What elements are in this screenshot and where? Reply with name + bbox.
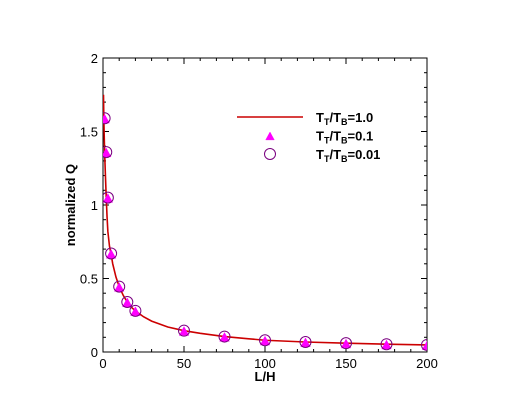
legend-triangle-symbol bbox=[265, 131, 275, 141]
series-layer bbox=[103, 94, 427, 351]
data-point-circle bbox=[299, 336, 312, 349]
axes-layer: 0 50 100 150 200 0 0.5 1 1.5 2 L/H normalized Q bbox=[63, 51, 438, 384]
data-point-triangle bbox=[219, 332, 230, 342]
data-point-triangle bbox=[259, 335, 271, 346]
data-point-triangle bbox=[381, 339, 392, 350]
data-point-triangle bbox=[300, 337, 311, 348]
y-tick-label: 0.5 bbox=[80, 272, 98, 287]
data-point-circle bbox=[121, 296, 134, 309]
legend-entry-0: TT/TB=1.0 bbox=[237, 110, 373, 127]
data-point-circle bbox=[218, 330, 231, 343]
data-point-triangle bbox=[130, 306, 141, 316]
data-point-circle bbox=[421, 338, 427, 351]
data-point-circle bbox=[103, 191, 114, 204]
data-point-triangle bbox=[114, 282, 125, 292]
series-1 bbox=[103, 113, 427, 350]
series-0 bbox=[103, 94, 427, 346]
legend-entry-2: TT/TB=0.01 bbox=[264, 147, 380, 164]
data-point-triangle bbox=[103, 113, 110, 124]
data-point-circle bbox=[380, 338, 393, 351]
data-point-circle bbox=[129, 304, 142, 317]
y-tick-label: 2 bbox=[91, 51, 98, 66]
data-point-triangle bbox=[340, 338, 352, 349]
x-tick-label: 200 bbox=[416, 356, 438, 371]
data-point-triangle bbox=[421, 340, 427, 350]
series-line bbox=[103, 94, 427, 346]
series-2 bbox=[103, 112, 427, 351]
legend-label: TT/TB=1.0 bbox=[316, 110, 373, 127]
data-point-circle bbox=[259, 334, 271, 347]
legend-circle-symbol bbox=[264, 148, 276, 160]
data-point-circle bbox=[113, 280, 126, 293]
data-point-triangle bbox=[122, 297, 133, 308]
data-point-triangle bbox=[105, 248, 117, 259]
data-point-triangle bbox=[178, 326, 190, 336]
y-tick-label: 1 bbox=[91, 198, 98, 213]
y-tick-label: 0 bbox=[91, 345, 98, 360]
x-tick-label: 150 bbox=[335, 356, 357, 371]
data-point-circle bbox=[105, 247, 118, 260]
legend-entry-1: TT/TB=0.1 bbox=[265, 129, 373, 146]
plot-frame bbox=[102, 57, 428, 353]
data-point-circle bbox=[178, 324, 190, 337]
x-tick-label: 0 bbox=[99, 356, 106, 371]
x-tick-label: 100 bbox=[254, 356, 276, 371]
data-point-circle bbox=[103, 112, 111, 125]
y-tick-label: 1.5 bbox=[80, 125, 98, 140]
data-point-triangle bbox=[103, 147, 112, 158]
data-point-circle bbox=[103, 146, 113, 159]
x-axis-title: L/H bbox=[255, 369, 276, 384]
data-point-circle bbox=[340, 337, 352, 350]
x-tick-label: 50 bbox=[177, 356, 191, 371]
legend-label: TT/TB=0.01 bbox=[316, 147, 380, 164]
legend: TT/TB=1.0 TT/TB=0.1TT/TB=0.01 bbox=[237, 110, 380, 164]
data-point-triangle bbox=[103, 193, 114, 203]
y-axis-title: normalized Q bbox=[63, 164, 78, 246]
legend-label: TT/TB=0.1 bbox=[316, 129, 373, 146]
